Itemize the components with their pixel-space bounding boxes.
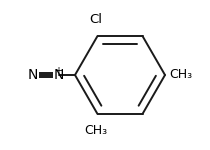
Text: +: + [54, 66, 62, 75]
Text: N: N [28, 68, 38, 82]
Text: CH₃: CH₃ [84, 124, 108, 137]
Text: CH₃: CH₃ [169, 69, 192, 81]
Text: N: N [53, 68, 64, 82]
Text: Cl: Cl [89, 13, 102, 26]
